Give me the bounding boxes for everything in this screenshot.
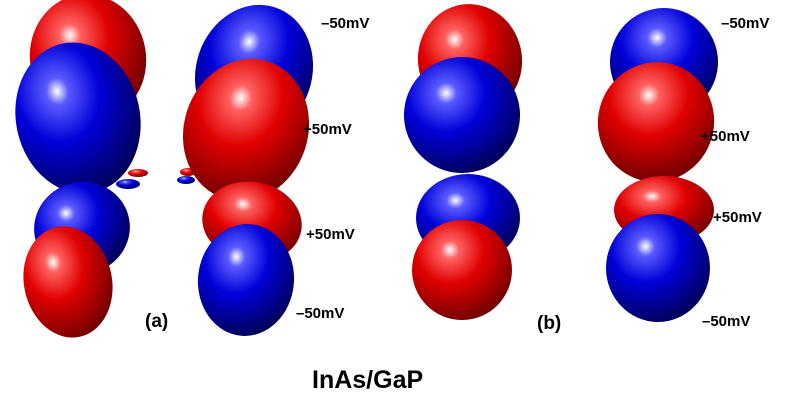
figure-title: InAs/GaP xyxy=(312,366,424,394)
small-lobe-red xyxy=(128,169,148,177)
small-lobe-blue xyxy=(177,176,195,184)
panel-b-right-orbital xyxy=(597,8,718,322)
lobe-blue xyxy=(606,214,710,322)
b-mid-upper-voltage-label: +50mV xyxy=(701,128,750,145)
lobe-blue xyxy=(404,57,520,173)
lobe-red xyxy=(412,220,512,320)
lobe-red xyxy=(182,58,310,202)
panel-a-label: (a) xyxy=(145,311,169,332)
panel-b-label: (b) xyxy=(537,313,562,334)
lobe-blue xyxy=(197,224,295,336)
lobe-red xyxy=(23,226,113,338)
lobe-red xyxy=(597,62,715,182)
panel-a-right-orbital xyxy=(177,4,314,336)
a-top-voltage-label: –50mV xyxy=(321,15,370,32)
panel-a-left-orbital xyxy=(15,0,148,338)
a-mid-lower-voltage-label: +50mV xyxy=(306,226,355,243)
panel-b-left-orbital xyxy=(404,4,523,320)
small-lobe-blue xyxy=(116,179,140,189)
a-mid-upper-voltage-label: +50mV xyxy=(303,121,352,138)
b-top-voltage-label: –50mV xyxy=(721,15,770,32)
a-bottom-voltage-label: –50mV xyxy=(296,305,345,322)
b-mid-lower-voltage-label: +50mV xyxy=(713,209,762,226)
b-bottom-voltage-label: –50mV xyxy=(702,313,751,330)
lobe-blue xyxy=(15,42,141,194)
